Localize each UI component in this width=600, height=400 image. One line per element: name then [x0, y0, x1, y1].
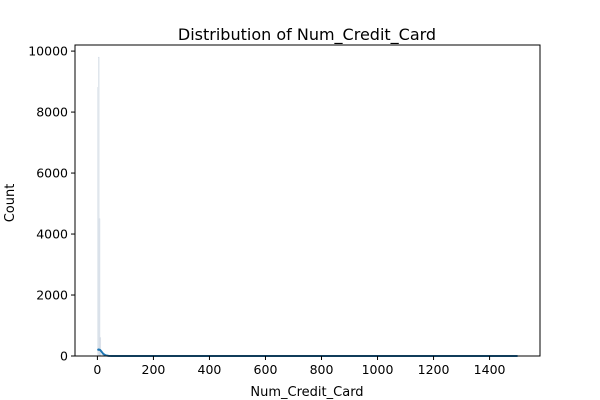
x-tick-label: 600 [254, 362, 278, 377]
x-tick-label: 1000 [362, 362, 394, 377]
histogram-bar-2 [98, 218, 101, 357]
x-tick-label: 0 [93, 362, 101, 377]
y-axis-label: Count [3, 184, 18, 223]
x-tick-label: 400 [198, 362, 222, 377]
x-tick-label: 1400 [474, 362, 506, 377]
histogram-bar-3 [99, 337, 102, 357]
x-tick-label: 800 [310, 362, 334, 377]
x-axis-label: Num_Credit_Card [250, 385, 363, 400]
x-tick-label: 200 [142, 362, 166, 377]
kde-line [97, 348, 518, 357]
plot-frame [74, 44, 541, 357]
histogram-bars [97, 56, 104, 357]
x-tick-label: 1200 [418, 362, 450, 377]
y-tick-label: 6000 [36, 166, 68, 181]
y-axis-ticks: 0 2000 4000 6000 8000 10000 [28, 44, 75, 364]
y-tick-label: 8000 [36, 105, 68, 120]
y-tick-label: 4000 [36, 227, 68, 242]
y-tick-label: 10000 [28, 44, 68, 59]
y-tick-label: 2000 [36, 288, 68, 303]
chart-title: Distribution of Num_Credit_Card [178, 25, 436, 45]
y-tick-label: 0 [60, 349, 68, 364]
x-axis-ticks: 0 200 400 600 800 1000 1200 1400 [93, 356, 506, 377]
